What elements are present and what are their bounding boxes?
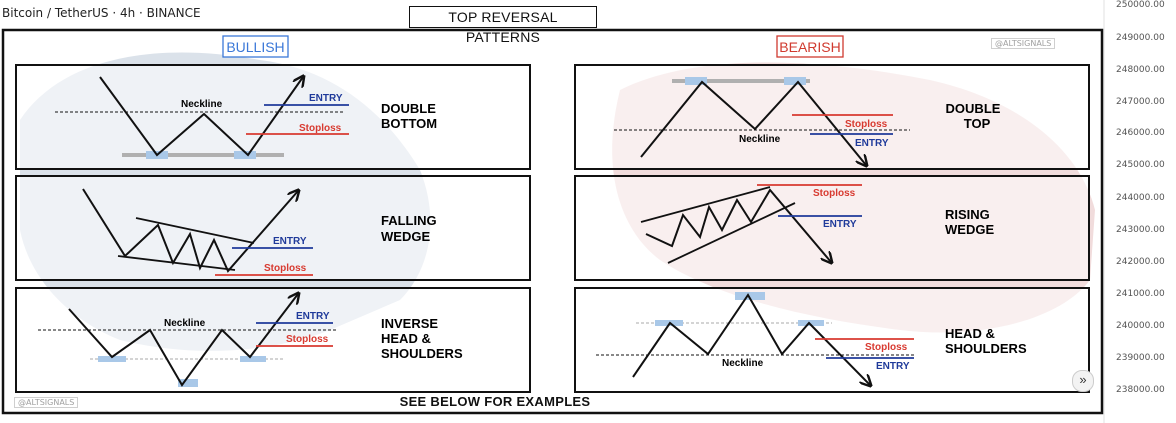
pattern-name: FALLING xyxy=(381,213,437,228)
entry-label: ENTRY xyxy=(309,93,343,104)
price-path xyxy=(640,80,866,165)
price-tick: 243000.00 xyxy=(1116,225,1165,235)
price-tick: 239000.00 xyxy=(1116,353,1165,363)
neckline-label: Neckline xyxy=(181,99,223,110)
wedge-upper xyxy=(640,186,771,223)
pattern-name: HEAD & xyxy=(381,331,431,346)
price-tick: 238000.00 xyxy=(1116,385,1165,395)
panel-double-top: Neckline Stoploss ENTRY DOUBLE TOP xyxy=(574,64,1090,170)
stoploss-label: Stoploss xyxy=(264,263,307,274)
price-tick: 245000.00 xyxy=(1116,160,1165,170)
pattern-name: INVERSE xyxy=(381,316,438,331)
panel-head-shoulders: Neckline Stoploss ENTRY HEAD & SHOULDERS xyxy=(574,287,1090,393)
scroll-to-realtime-button[interactable]: » xyxy=(1072,370,1094,392)
pattern-name: TOP xyxy=(964,116,991,131)
pattern-name: DOUBLE xyxy=(946,101,1001,116)
price-path xyxy=(99,77,303,157)
watermark: @ALTSIGNALS xyxy=(991,38,1056,49)
price-tick: 241000.00 xyxy=(1116,289,1165,299)
price-axis: 250000.00 249000.00 248000.00 247000.00 … xyxy=(1103,0,1165,423)
page-title: TOP REVERSAL PATTERNS xyxy=(409,6,597,45)
stoploss-label: Stoploss xyxy=(845,119,888,130)
price-tick: 242000.00 xyxy=(1116,257,1165,267)
entry-label: ENTRY xyxy=(876,361,910,372)
price-tick: 240000.00 xyxy=(1116,321,1165,331)
support-zone xyxy=(122,153,284,157)
bearish-label: BEARISH xyxy=(776,35,844,58)
pattern-name: SHOULDERS xyxy=(945,341,1027,356)
symbol-header: Bitcoin / TetherUS · 4h · BINANCE xyxy=(2,6,201,20)
price-path xyxy=(82,189,298,273)
pattern-name: DOUBLE xyxy=(381,101,436,116)
price-path xyxy=(632,293,870,385)
footer-caption: SEE BELOW FOR EXAMPLES xyxy=(399,394,591,409)
watermark: @ALTSIGNALS xyxy=(14,397,79,408)
pattern-name: WEDGE xyxy=(945,222,994,237)
neckline-label: Neckline xyxy=(722,358,764,369)
price-path xyxy=(645,188,831,262)
wedge-lower xyxy=(667,202,796,264)
wedge-upper xyxy=(135,217,255,244)
resistance-zone xyxy=(672,79,810,83)
stoploss-label: Stoploss xyxy=(286,334,329,345)
price-path xyxy=(68,294,298,387)
neckline-label: Neckline xyxy=(164,318,206,329)
price-tick: 246000.00 xyxy=(1116,128,1165,138)
entry-label: ENTRY xyxy=(273,236,307,247)
pattern-name: WEDGE xyxy=(381,229,430,244)
outer-frame xyxy=(1,28,1104,415)
price-tick: 249000.00 xyxy=(1116,33,1165,43)
wedge-lower xyxy=(117,255,236,271)
stoploss-label: Stoploss xyxy=(813,188,856,199)
bullish-label: BULLISH xyxy=(222,35,289,58)
panel-double-bottom: Neckline ENTRY Stoploss DOUBLE BOTTOM xyxy=(15,64,531,170)
price-tick: 248000.00 xyxy=(1116,65,1165,75)
entry-label: ENTRY xyxy=(823,219,857,230)
pattern-name: SHOULDERS xyxy=(381,346,463,361)
price-tick: 247000.00 xyxy=(1116,97,1165,107)
price-tick: 244000.00 xyxy=(1116,193,1165,203)
pattern-name: RISING xyxy=(945,207,990,222)
panel-inverse-head-shoulders: Neckline ENTRY Stoploss INVERSE HEAD & S… xyxy=(15,287,531,393)
pattern-name: BOTTOM xyxy=(381,116,437,131)
entry-label: ENTRY xyxy=(855,138,889,149)
svg-text:BEARISH: BEARISH xyxy=(779,39,840,55)
stoploss-label: Stoploss xyxy=(865,342,908,353)
stoploss-label: Stoploss xyxy=(299,123,342,134)
neckline-label: Neckline xyxy=(739,134,781,145)
price-tick: 250000.00 xyxy=(1116,0,1165,10)
pattern-name: HEAD & xyxy=(945,326,995,341)
svg-text:BULLISH: BULLISH xyxy=(226,39,284,55)
entry-label: ENTRY xyxy=(296,311,330,322)
panel-rising-wedge: Stoploss ENTRY RISING WEDGE xyxy=(574,175,1090,281)
panel-falling-wedge: ENTRY Stoploss FALLING WEDGE xyxy=(15,175,531,281)
